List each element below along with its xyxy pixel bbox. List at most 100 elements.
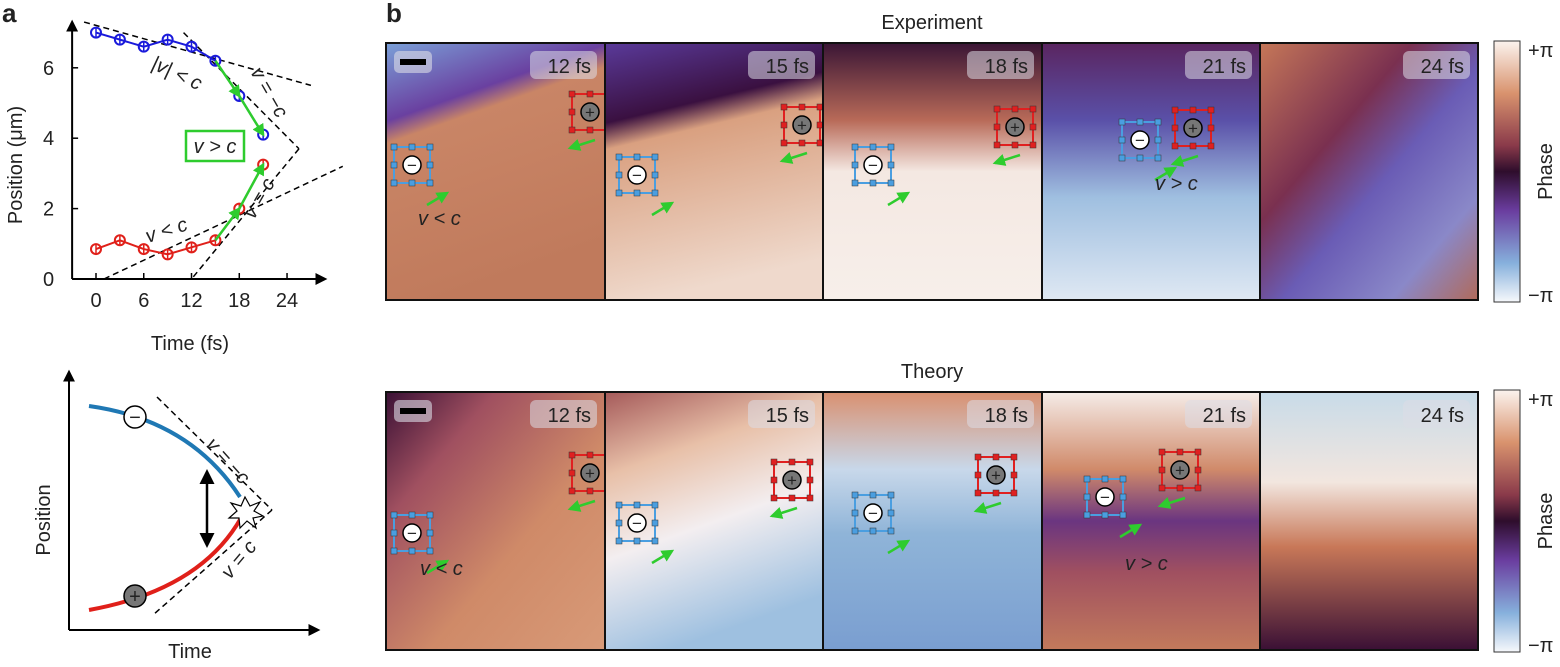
tracking-box [390, 143, 434, 187]
phase-map-frame: 15 fs − + [604, 42, 824, 301]
colorbar-label: Phase [1535, 493, 1557, 550]
time-badge [967, 400, 1034, 428]
time-label: 24 fs [1421, 405, 1464, 427]
velocity-arrow [1157, 496, 1186, 509]
colorbar: +π −π Phase [1493, 40, 1557, 307]
svg-text:+: + [129, 586, 141, 608]
x-axis-label: Time (fs) [151, 333, 229, 355]
phase-map-frame: 24 fs [1259, 391, 1479, 651]
plus-charge-icon [123, 584, 147, 608]
time-badge [748, 51, 815, 79]
scale-bar [400, 59, 426, 65]
velocity-arrow [992, 153, 1021, 166]
schematic-x-label: Time [168, 641, 212, 662]
plus-symbol: + [585, 103, 595, 122]
velocity-arrow [238, 162, 265, 210]
minus-symbol: − [868, 156, 878, 175]
annotation-box: v > c [184, 129, 246, 163]
positive-trajectory [88, 517, 243, 612]
velocity-arrow [779, 151, 808, 164]
velocity-arrow [1170, 154, 1199, 167]
tracking-box [851, 491, 895, 535]
plus-charge-icon [580, 102, 600, 122]
x-tick-label: 6 [138, 290, 149, 312]
minus-charge-icon [1095, 487, 1115, 507]
velocity-arrow [887, 191, 911, 207]
phase-maps: Experiment 12 fs − +15 fs − +18 fs − +21 fs − +24… [385, 12, 1557, 657]
y-axis-label: Position (μm) [5, 106, 27, 224]
slow-note: v < c [418, 208, 461, 230]
tracking-box [974, 453, 1018, 497]
tracking-box [615, 153, 659, 197]
minus-charge-icon [627, 513, 647, 533]
plus-symbol: + [1188, 119, 1198, 138]
velocity-arrow [567, 499, 596, 512]
y-tick-label: 0 [43, 269, 54, 291]
velocity-arrow [651, 549, 675, 565]
minus-symbol: − [407, 524, 417, 543]
colorbar-top-label: +π [1528, 389, 1553, 411]
plus-charge-icon [1170, 460, 1190, 480]
panel-a-label: a [2, 0, 17, 28]
data-point [90, 26, 102, 39]
data-point [137, 243, 150, 256]
phase-map-frame: 21 fs − + [1041, 42, 1261, 301]
time-label: 12 fs [548, 56, 591, 78]
light-cone-line [103, 165, 344, 280]
tracking-box [770, 458, 814, 502]
plus-symbol: + [1175, 461, 1185, 480]
time-badge [530, 400, 597, 428]
minus-charge-icon [123, 405, 147, 429]
minus-charge-icon [402, 523, 422, 543]
plus-symbol: + [797, 116, 807, 135]
scale-bar [400, 408, 426, 414]
plus-charge-icon [580, 463, 600, 483]
tracking-box [993, 105, 1037, 149]
velocity-arrow [426, 559, 450, 575]
velocity-arrow [1154, 166, 1178, 182]
time-badge [1403, 51, 1470, 79]
plus-symbol: + [1010, 118, 1020, 137]
x-tick-label: 18 [228, 290, 250, 312]
time-label: 24 fs [1421, 56, 1464, 78]
row-title: Theory [901, 361, 963, 383]
x-tick-label: 12 [180, 290, 202, 312]
minus-symbol: − [1135, 131, 1145, 150]
tracking-box [780, 103, 824, 147]
data-point [185, 241, 198, 254]
minus-charge-icon [402, 155, 422, 175]
colorbar: +π −π Phase [1493, 389, 1557, 657]
plus-charge-icon [782, 470, 802, 490]
box-text: v > c [194, 136, 237, 158]
velocity-arrow [651, 201, 675, 217]
colorbar-bottom-label: −π [1528, 635, 1553, 657]
y-tick-label: 2 [43, 199, 54, 221]
minus-charge-icon [863, 155, 883, 175]
time-label: 18 fs [985, 405, 1028, 427]
tracking-box [851, 143, 895, 187]
time-badge [1185, 400, 1252, 428]
time-badge [748, 400, 815, 428]
time-label: 15 fs [766, 405, 809, 427]
data-point [90, 243, 102, 256]
slow-note: v < c [420, 558, 463, 580]
phase-map-frame: 21 fs − + [1041, 391, 1261, 651]
data-point [137, 40, 150, 53]
upper-slow-annotation: |v| < c [148, 53, 206, 95]
minus-charge-icon [1130, 130, 1150, 150]
colorbar-top-label: +π [1528, 40, 1553, 62]
svg-text:−: − [129, 407, 141, 429]
tracking-box [1118, 118, 1162, 162]
velocity-arrow [973, 501, 1002, 514]
data-point [113, 234, 126, 247]
data-point [161, 248, 174, 261]
fast-note: v > c [1155, 173, 1198, 195]
phase-map-frame: 18 fs − + [822, 391, 1043, 651]
x-tick-label: 24 [276, 290, 298, 312]
minus-symbol: − [407, 156, 417, 175]
time-label: 12 fs [548, 405, 591, 427]
data-point [161, 33, 174, 46]
light-cone-line [190, 148, 300, 280]
